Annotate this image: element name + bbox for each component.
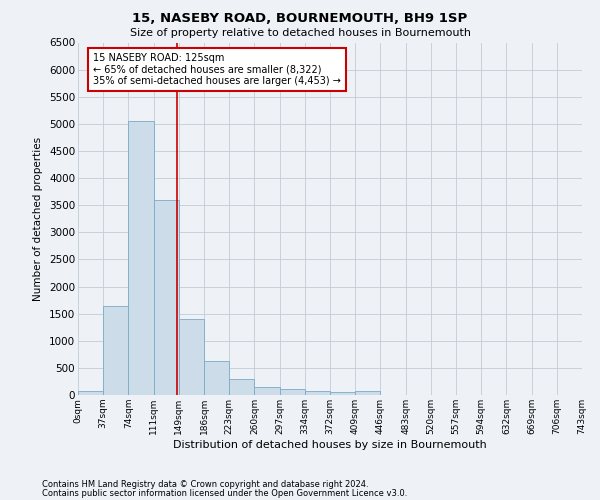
Bar xyxy=(330,392,355,395)
Text: Contains HM Land Registry data © Crown copyright and database right 2024.: Contains HM Land Registry data © Crown c… xyxy=(42,480,368,489)
Text: 15 NASEBY ROAD: 125sqm
← 65% of detached houses are smaller (8,322)
35% of semi-: 15 NASEBY ROAD: 125sqm ← 65% of detached… xyxy=(93,53,341,86)
Bar xyxy=(204,362,229,395)
Text: Contains public sector information licensed under the Open Government Licence v3: Contains public sector information licen… xyxy=(42,488,407,498)
Bar xyxy=(179,319,204,395)
Bar xyxy=(154,200,179,395)
Bar xyxy=(305,390,330,395)
Y-axis label: Number of detached properties: Number of detached properties xyxy=(34,136,43,301)
Bar xyxy=(103,306,128,395)
Text: Size of property relative to detached houses in Bournemouth: Size of property relative to detached ho… xyxy=(130,28,470,38)
Bar xyxy=(78,391,103,395)
Bar xyxy=(254,388,280,395)
Bar xyxy=(229,380,254,395)
Bar xyxy=(355,392,380,395)
X-axis label: Distribution of detached houses by size in Bournemouth: Distribution of detached houses by size … xyxy=(173,440,487,450)
Bar xyxy=(280,389,305,395)
Text: 15, NASEBY ROAD, BOURNEMOUTH, BH9 1SP: 15, NASEBY ROAD, BOURNEMOUTH, BH9 1SP xyxy=(133,12,467,26)
Bar xyxy=(128,121,154,395)
